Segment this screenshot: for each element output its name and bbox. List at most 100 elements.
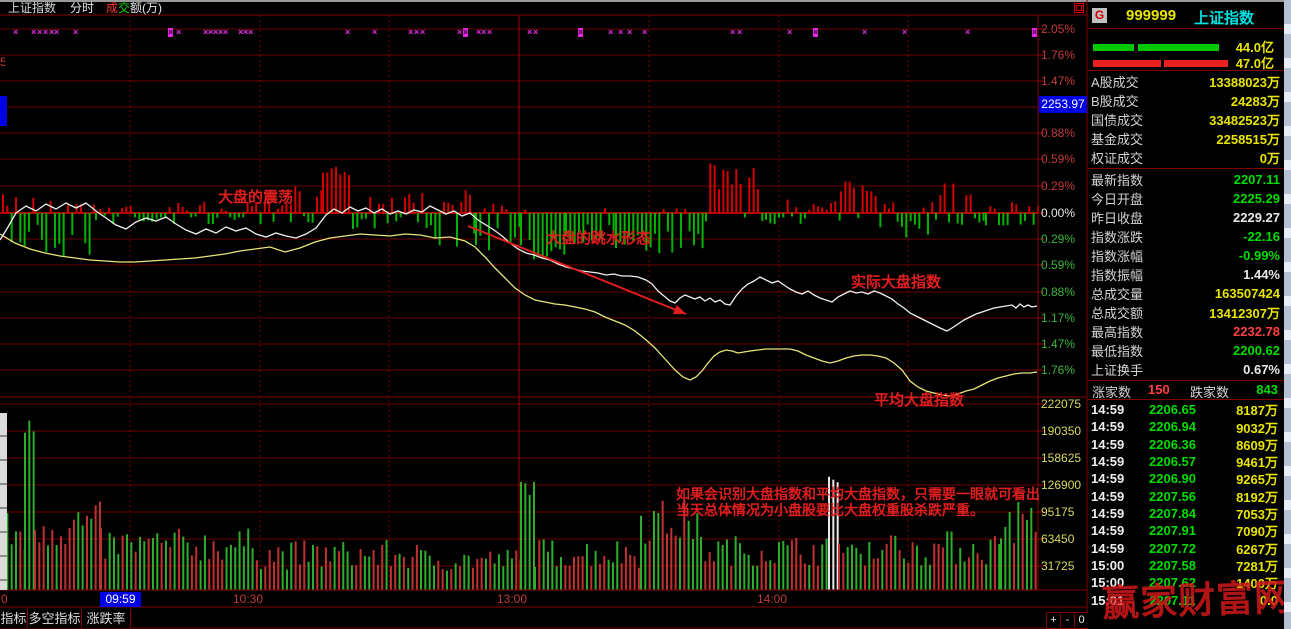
- volume-histogram-bar: [924, 557, 927, 590]
- panel-field-row: 总成交额 13412307万: [1088, 303, 1284, 322]
- minute-volume-bar-up: [255, 201, 258, 213]
- minute-volume-bar-up: [468, 194, 471, 213]
- volume-histogram-bar: [850, 544, 853, 590]
- minute-volume-bar-up: [939, 195, 942, 213]
- volume-histogram-bar: [342, 542, 345, 590]
- volume-histogram-bar: [381, 544, 384, 590]
- minute-volume-bar-up: [603, 208, 606, 213]
- tab-指标[interactable]: 指标: [0, 609, 28, 628]
- minute-volume-bar-down: [701, 213, 704, 249]
- volume-histogram-bar: [678, 537, 681, 590]
- minute-volume-bar-down: [900, 213, 903, 227]
- volume-histogram-bar: [648, 540, 651, 590]
- minute-volume-bar-down: [743, 213, 746, 218]
- signal-x-mark: ×: [902, 27, 908, 37]
- volume-histogram-bar: [195, 546, 198, 590]
- percent-axis-label: 0.88%: [1041, 126, 1076, 140]
- panel-field-row: 昨日收盘 2229.27: [1088, 208, 1284, 227]
- volume-histogram-bar: [1008, 511, 1011, 590]
- signal-x-mark: ×: [73, 27, 79, 37]
- minute-volume-bar-down: [947, 213, 950, 223]
- field-value: 2232.78: [1233, 324, 1280, 339]
- volume-histogram-bar: [972, 543, 975, 590]
- tab-多空指标[interactable]: 多空指标: [28, 609, 82, 628]
- volume-histogram-bar: [846, 547, 849, 590]
- signal-x-mark: ×: [176, 27, 182, 37]
- intraday-chart-plot[interactable]: [0, 0, 1088, 629]
- panel-field-row: 最低指数 2200.62: [1088, 341, 1284, 360]
- volume-histogram-bar: [674, 535, 677, 590]
- signal-x-mark: ×: [578, 27, 584, 37]
- zoom-reset-button[interactable]: 0: [1074, 612, 1089, 629]
- minute-volume-bar-down: [386, 213, 389, 224]
- minute-volume-bar-down: [164, 213, 167, 219]
- minute-volume-bar-down: [554, 213, 557, 248]
- minute-volume-bar-down: [27, 213, 30, 232]
- minute-volume-bar-down: [373, 213, 376, 229]
- minute-volume-bar-down: [569, 213, 572, 241]
- tick-price: 2207.11: [1149, 592, 1196, 608]
- volume-histogram-bar: [329, 561, 332, 590]
- minute-volume-bar-up: [821, 207, 824, 213]
- minute-volume-bar-up: [722, 169, 725, 213]
- minute-volume-bar-up: [735, 169, 738, 213]
- tick-amount: 8187万: [1236, 403, 1278, 419]
- chart-restore-icon[interactable]: [1074, 3, 1084, 13]
- tick-row: 15:01 2207.11 0.0: [1088, 592, 1284, 609]
- minute-volume-bar-up: [952, 183, 955, 213]
- signal-x-mark: ×: [372, 27, 378, 37]
- panel-field-row: 指数振幅 1.44%: [1088, 265, 1284, 284]
- volume-histogram-bar: [134, 551, 137, 590]
- volume-histogram-bar: [825, 538, 828, 590]
- signal-x-mark: ×: [487, 27, 493, 37]
- minute-volume-bar-down: [311, 213, 314, 223]
- volume-histogram-bar: [32, 431, 35, 590]
- minute-volume-bar-up: [709, 163, 712, 213]
- minute-volume-bar-down: [425, 213, 428, 228]
- volume-histogram-bar: [760, 550, 763, 590]
- volume-histogram-bar: [108, 532, 111, 590]
- volume-histogram-bar: [881, 549, 884, 590]
- volume-histogram-bar: [863, 565, 866, 590]
- volume-histogram-bar: [55, 545, 58, 590]
- percent-axis-label: 0.29%: [1041, 232, 1076, 246]
- tick-row: 14:59 2207.91 7090万: [1088, 522, 1284, 539]
- minute-volume-bar-down: [399, 213, 402, 218]
- volume-histogram-bar: [372, 550, 375, 590]
- volume-histogram-bar: [1034, 531, 1037, 590]
- volume-histogram-bar: [502, 566, 505, 590]
- field-value: 33482523万: [1209, 113, 1280, 128]
- volume-histogram-bar: [1012, 543, 1015, 590]
- panel-field-row: 指数涨幅 -0.99%: [1088, 246, 1284, 265]
- minute-volume-bar-up: [861, 185, 864, 213]
- minute-volume-bar-down: [838, 213, 841, 221]
- tick-amount: 9265万: [1236, 472, 1278, 488]
- zoom-out-button[interactable]: -: [1060, 612, 1075, 629]
- minute-volume-bar-up: [969, 194, 972, 213]
- tab-涨跌率[interactable]: 涨跌率: [82, 609, 131, 628]
- tick-time: 14:59: [1091, 454, 1125, 470]
- stock-name[interactable]: 上证指数: [1194, 10, 1255, 27]
- right-scrollbar[interactable]: [1284, 0, 1291, 629]
- volume-histogram-bar: [812, 545, 815, 590]
- minute-volume-bar-down: [926, 213, 929, 235]
- volume-histogram-bar: [738, 543, 741, 590]
- left-scrollbar[interactable]: [0, 413, 7, 590]
- volume-histogram-bar: [1000, 538, 1002, 590]
- tick-amount: 9461万: [1236, 455, 1278, 471]
- volume-histogram-bar: [911, 542, 914, 590]
- zoom-in-button[interactable]: +: [1046, 612, 1061, 629]
- volume-histogram-bar: [950, 531, 953, 590]
- field-value: 2207.11: [1233, 172, 1280, 187]
- volume-histogram-bar: [19, 531, 22, 590]
- minute-volume-bar-down: [896, 213, 899, 222]
- minute-volume-bar-up: [505, 209, 508, 213]
- field-value: 0.67%: [1243, 362, 1280, 377]
- minute-volume-bar-down: [545, 213, 548, 257]
- minute-volume-bar-down: [434, 213, 437, 239]
- signal-x-mark: ×: [49, 27, 55, 37]
- minute-volume-bar-down: [62, 213, 65, 256]
- volume-histogram-bar: [216, 551, 219, 590]
- tick-list[interactable]: 14:59 2206.65 8187万 14:59 2206.94 9032万 14:59 2…: [1088, 401, 1284, 609]
- volume-histogram-bar: [967, 557, 970, 590]
